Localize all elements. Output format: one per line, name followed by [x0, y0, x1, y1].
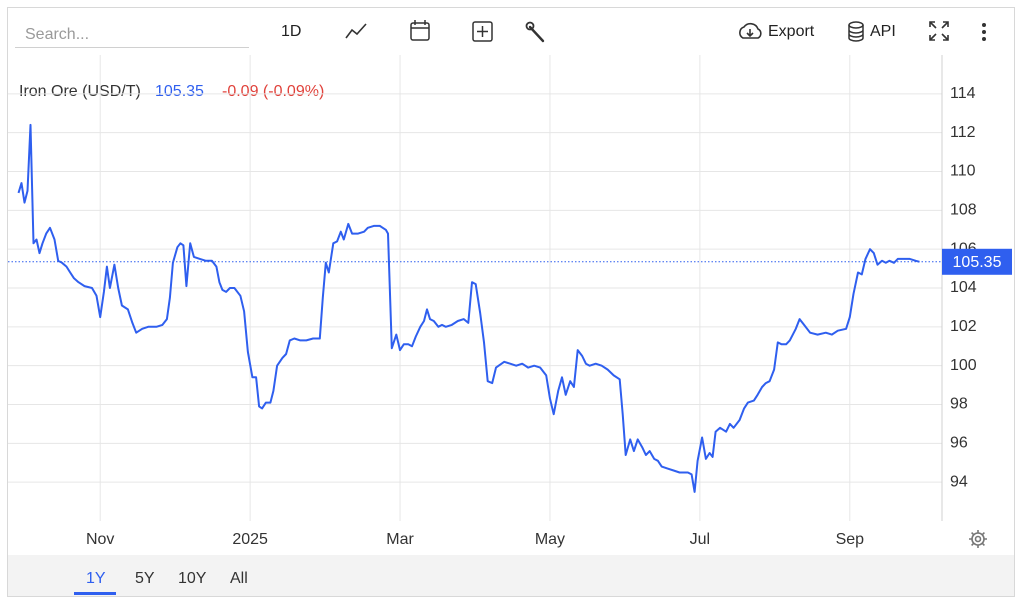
compare-icon[interactable] — [472, 21, 493, 42]
gear-icon[interactable] — [969, 530, 987, 548]
y-tick-label: 102 — [950, 318, 977, 335]
range-button[interactable]: All — [230, 570, 248, 587]
x-tick-label: Nov — [86, 531, 114, 548]
y-tick-label: 110 — [950, 163, 976, 180]
api-icon[interactable] — [846, 20, 868, 44]
toolbar-icons — [345, 20, 545, 43]
y-tick-label: 112 — [950, 124, 976, 141]
interval-button[interactable]: 1D — [281, 23, 302, 40]
x-tick-label: 2025 — [232, 531, 268, 548]
x-tick-label: Sep — [836, 531, 865, 548]
api-button[interactable]: API — [870, 23, 896, 40]
y-tick-label: 98 — [950, 396, 968, 413]
export-button[interactable]: Export — [768, 23, 815, 40]
range-bar: 1Y 5Y 10Y All — [8, 555, 1014, 596]
fullscreen-icon[interactable] — [929, 21, 949, 41]
chart-widget — [7, 7, 1015, 597]
x-tick-label: May — [535, 531, 565, 548]
export-icon[interactable] — [736, 20, 766, 44]
x-tick-label: Jul — [690, 531, 710, 548]
price-line — [17, 123, 920, 493]
series-name: Iron Ore (USD/T) — [19, 83, 141, 100]
x-tick-label: Mar — [386, 531, 414, 548]
active-underline — [74, 592, 116, 595]
y-tick-label: 100 — [950, 357, 977, 374]
more-icon[interactable] — [982, 23, 986, 41]
y-tick-label: 114 — [950, 85, 976, 102]
last-price-tag — [942, 248, 1012, 275]
last-price: 105.35 — [155, 83, 204, 100]
y-tick-label: 94 — [950, 473, 968, 490]
range-button[interactable]: 10Y — [178, 570, 207, 587]
date-icon[interactable] — [410, 20, 430, 41]
chart: Iron Ore (USD/T) 105.35 -0.09 (-0.09%) 9… — [8, 55, 1012, 548]
window-icons — [929, 21, 986, 41]
range-button[interactable]: 1Y — [86, 570, 106, 587]
y-tick-label: 96 — [950, 435, 968, 452]
y-tick-label: 108 — [950, 202, 977, 219]
range-button[interactable]: 5Y — [135, 570, 155, 587]
search-placeholder: Search... — [25, 26, 90, 43]
search-box[interactable]: Search... — [15, 20, 249, 48]
y-tick-label: 104 — [950, 279, 977, 296]
last-price-tag-label: 105.35 — [953, 254, 1002, 271]
price-change: -0.09 (-0.09%) — [222, 83, 324, 100]
line-type-icon[interactable] — [345, 23, 367, 39]
settings-icon[interactable] — [525, 21, 545, 43]
